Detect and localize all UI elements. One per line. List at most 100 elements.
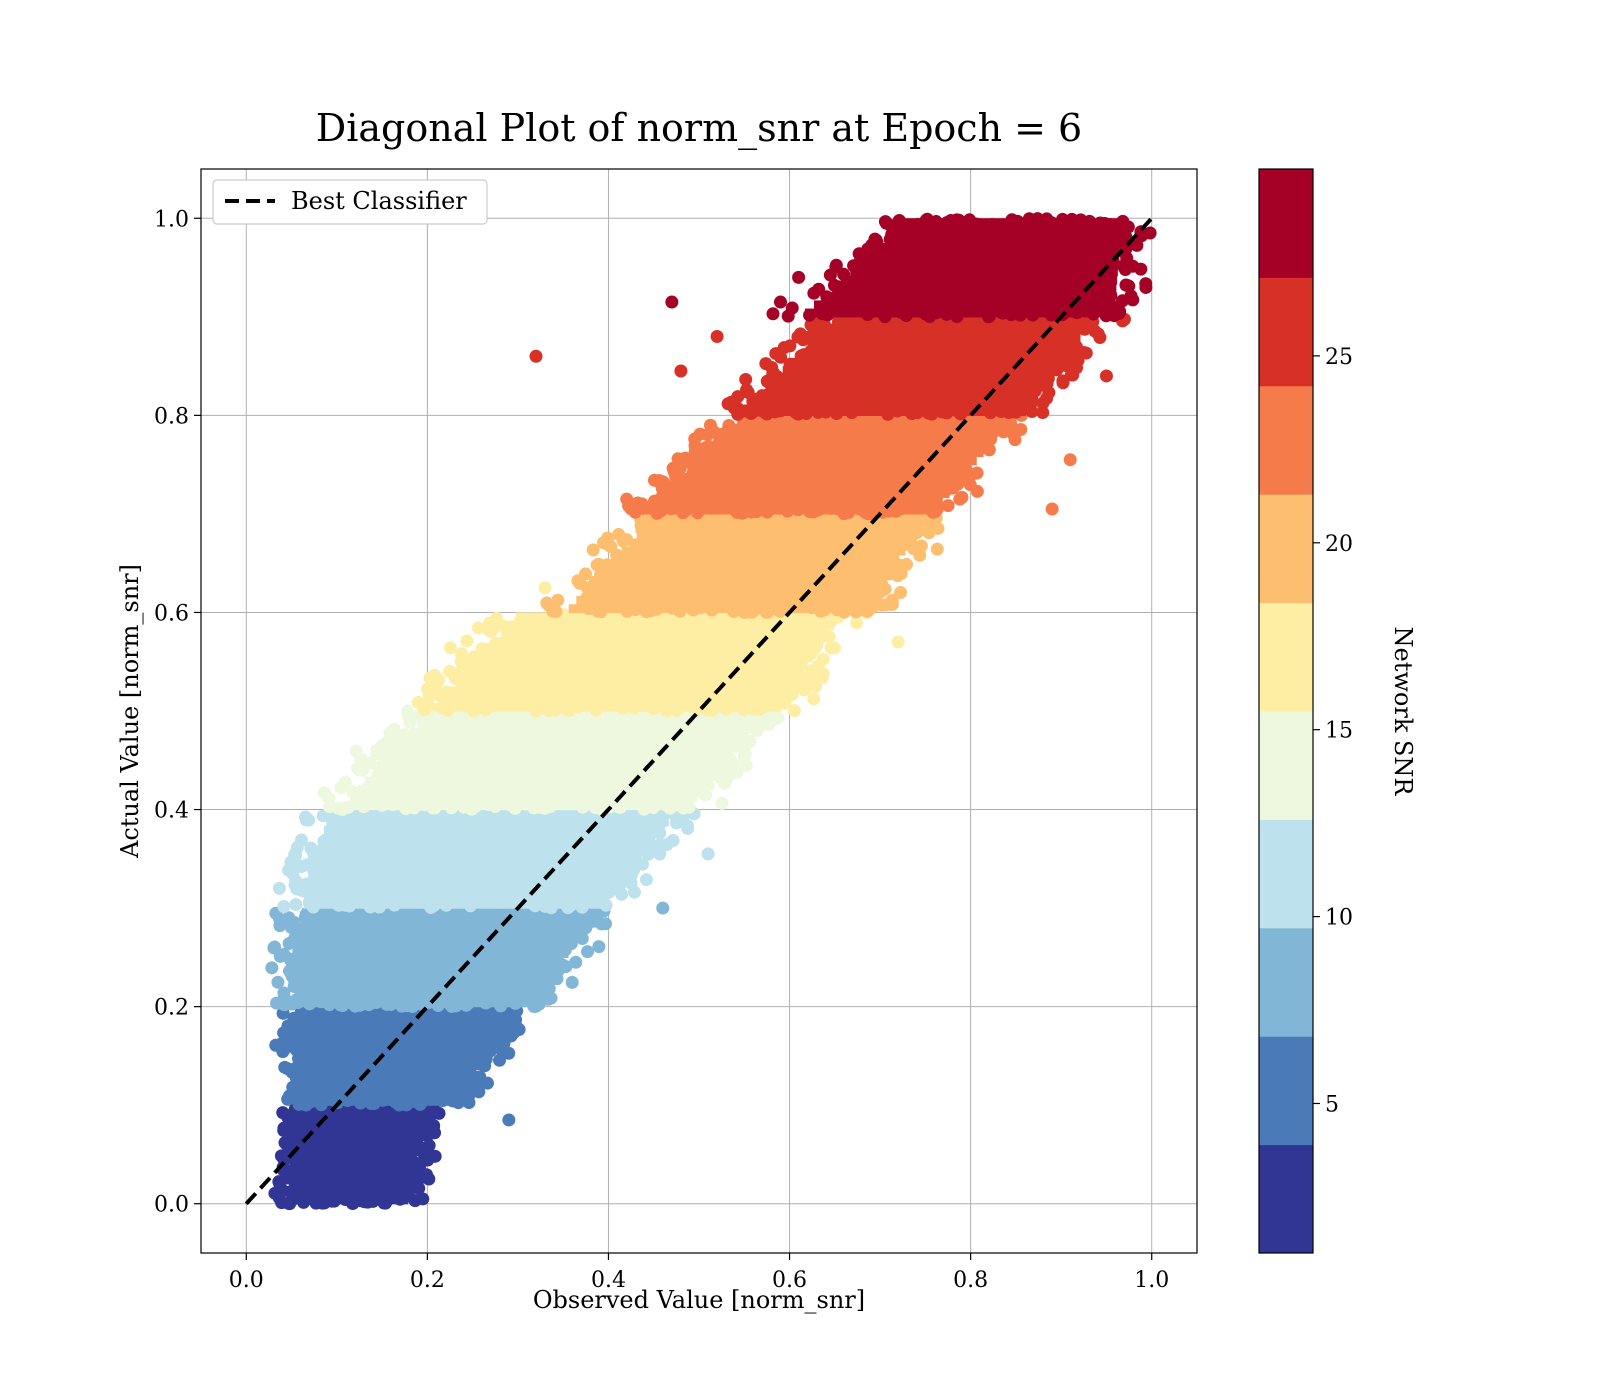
scatter-dense-region: [598, 571, 888, 581]
scatter-dense-region: [301, 1014, 509, 1024]
scatter-dense-region: [326, 817, 669, 827]
scatter-point: [428, 1126, 442, 1140]
scatter-dense-region: [500, 628, 829, 638]
scatter-dense-region: [493, 637, 824, 646]
scatter-point: [750, 724, 764, 738]
scatter-dense-region: [621, 546, 906, 556]
scatter-dense-region: [297, 957, 564, 967]
scatter-point: [354, 752, 368, 766]
scatter-dense-region: [629, 538, 912, 548]
scatter-dense-region: [372, 768, 716, 778]
scatter-point: [274, 1149, 288, 1163]
scatter-point: [334, 781, 348, 795]
scatter-point: [490, 611, 504, 625]
scatter-dense-region: [583, 587, 876, 597]
scatter-point: [282, 937, 296, 951]
scatter-point: [739, 758, 753, 772]
scatter-dense-region: [395, 743, 734, 753]
scatter-dense-region: [294, 1187, 410, 1197]
scatter-dense-region: [308, 883, 615, 893]
scatter-point: [612, 528, 626, 542]
scatter-dense-region: [293, 1195, 409, 1205]
scatter-dense-region: [301, 916, 590, 926]
scatter-point: [286, 867, 300, 881]
scatter-point: [599, 898, 613, 912]
scatter-point: [824, 641, 838, 655]
scatter-point: [581, 945, 595, 959]
scatter-dense-region: [568, 604, 864, 614]
scatter-point: [278, 1060, 292, 1074]
scatter-point: [688, 444, 702, 458]
scatter-point: [601, 531, 615, 545]
scatter-point: [462, 1089, 476, 1103]
scatter-dense-region: [299, 1129, 421, 1139]
scatter-dense-region: [297, 1154, 416, 1164]
scatter-dense-region: [470, 661, 808, 671]
scatter-point: [569, 955, 583, 969]
scatter-dense-region: [296, 1064, 477, 1073]
scatter-point: [599, 917, 613, 931]
scatter-dense-region: [302, 1105, 425, 1114]
scatter-point: [278, 1136, 292, 1150]
scatter-dense-region: [312, 867, 629, 876]
scatter-dense-region: [485, 645, 819, 655]
scatter-dense-region: [297, 1055, 482, 1065]
scatter-dense-region: [349, 793, 698, 802]
scatter-dense-region: [299, 940, 574, 950]
scatter-point: [370, 747, 384, 761]
scatter-dense-region: [644, 522, 924, 531]
scatter-point: [302, 813, 316, 827]
scatter-dense-region: [591, 579, 882, 589]
scatter-point: [666, 833, 680, 847]
scatter-point: [894, 586, 908, 600]
scatter-dense-region: [314, 858, 635, 868]
scatter-point: [423, 689, 437, 703]
scatter-point: [265, 961, 279, 975]
scatter-point: [816, 652, 830, 666]
scatter-dense-region: [293, 998, 537, 1008]
scatter-point: [277, 1121, 291, 1135]
scatter-dense-region: [293, 1096, 456, 1106]
scatter-dense-region: [508, 620, 835, 630]
scatter-dense-region: [295, 1072, 472, 1082]
scatter-dense-region: [321, 834, 656, 843]
scatter-point: [277, 986, 291, 1000]
scatter-point: [460, 634, 474, 648]
scatter-dense-region: [576, 596, 870, 605]
scatter-dense-region: [300, 924, 585, 934]
scatter-dense-region: [295, 1080, 466, 1090]
scatter-point: [493, 1053, 507, 1067]
scatter-dense-region: [295, 982, 548, 991]
scatter-dense-region: [299, 932, 580, 942]
scatter-point: [284, 920, 298, 934]
scatter-dense-region: [317, 850, 642, 860]
scatter-point: [471, 621, 485, 635]
scatter-dense-region: [300, 1023, 503, 1032]
scatter-point: [271, 975, 285, 989]
scatter-dense-region: [299, 1138, 419, 1147]
scatter-dense-region: [380, 760, 722, 770]
scatter-dense-region: [319, 842, 649, 852]
scatter-point: [715, 796, 729, 810]
scatter-point: [544, 991, 558, 1005]
scatter-point: [418, 703, 432, 717]
scatter-point: [620, 492, 634, 506]
scatter-dense-region: [387, 752, 728, 761]
scatter-dense-region: [455, 678, 798, 687]
scatter-point: [922, 526, 936, 540]
scatter-dense-region: [402, 735, 740, 745]
scatter-dense-region: [432, 702, 782, 712]
scatter-point: [546, 604, 560, 618]
scatter-point: [277, 899, 291, 913]
scatter-point: [270, 996, 284, 1010]
scatter-point: [281, 1019, 295, 1033]
scatter-dense-region: [614, 554, 900, 564]
scatter-dense-region: [296, 1162, 415, 1172]
scatter-dense-region: [410, 727, 746, 737]
scatter-point: [807, 692, 821, 706]
scatter-dense-region: [342, 801, 692, 811]
scatter-point: [502, 1046, 516, 1060]
scatter-dense-region: [417, 719, 752, 729]
scatter-point: [272, 881, 286, 895]
